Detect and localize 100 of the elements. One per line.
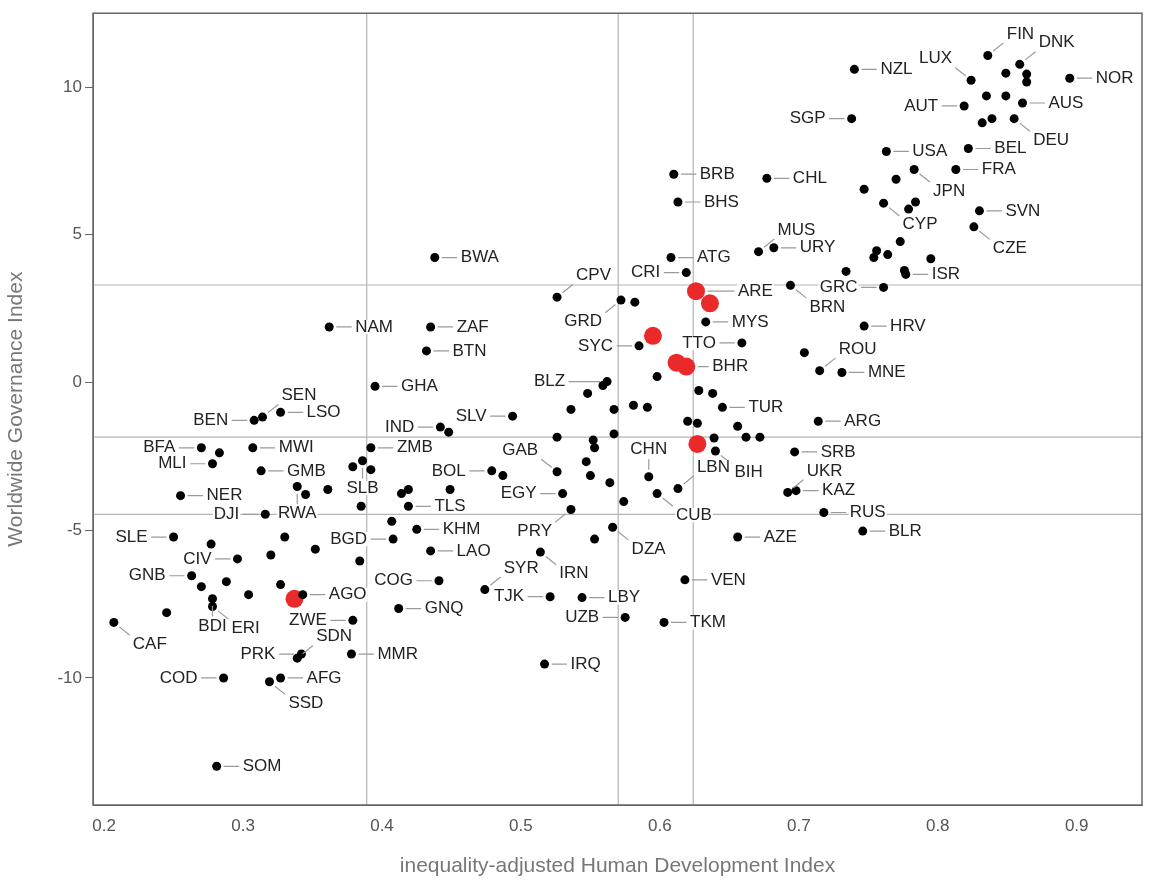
x-tick-label: 0.6 — [648, 815, 672, 835]
annotation: ARG — [844, 410, 882, 430]
annotation: CIV — [183, 548, 213, 568]
annotation: FIN — [1006, 23, 1035, 43]
annotation: KAZ — [822, 480, 856, 500]
annotation: DEU — [1033, 129, 1070, 149]
annotation: BWA — [460, 247, 500, 267]
annotation: ISR — [931, 264, 961, 284]
annotation: PRK — [240, 643, 277, 663]
annotation: DJI — [213, 503, 240, 523]
annotation: COD — [159, 667, 198, 687]
annotation: SYC — [578, 335, 614, 355]
annotation: JPN — [933, 180, 966, 200]
annotation: AZE — [763, 526, 797, 546]
annotation: TLS — [434, 495, 466, 515]
annotation: ATG — [696, 247, 731, 267]
y-tick-label: -10 — [57, 667, 82, 687]
point — [700, 294, 719, 313]
annotation: IRN — [559, 563, 589, 583]
annotation: DNK — [1038, 32, 1076, 52]
annotation: AFG — [306, 667, 342, 687]
point — [688, 434, 707, 453]
y-tick-label: 5 — [72, 224, 82, 244]
annotation: CHL — [792, 168, 827, 188]
annotation: GRC — [819, 277, 858, 297]
annotation: SGP — [789, 108, 826, 128]
annotation: SOM — [242, 755, 282, 775]
annotation: BDI — [198, 615, 227, 635]
y-tick-label: 10 — [63, 76, 82, 96]
annotation: MMR — [377, 643, 419, 663]
y-tick-label: 0 — [72, 372, 82, 392]
annotation: LUX — [919, 48, 953, 68]
annotation: BOL — [431, 460, 466, 480]
annotation: BIH — [734, 462, 763, 482]
annotation: UZB — [565, 607, 600, 627]
point — [643, 326, 662, 345]
annotation: DZA — [631, 538, 667, 558]
annotation: MNE — [867, 362, 906, 382]
point — [687, 282, 705, 301]
annotation: NAM — [355, 316, 393, 336]
annotation: BLZ — [533, 371, 566, 391]
annotation: CAF — [132, 633, 167, 653]
annotation: BHS — [703, 191, 739, 211]
annotation: NOR — [1095, 67, 1134, 87]
annotation: BRB — [699, 163, 735, 183]
annotation: NER — [206, 485, 243, 505]
x-tick-label: 0.5 — [509, 815, 533, 835]
y-tick-label: -5 — [66, 519, 82, 539]
annotation: BLR — [888, 520, 922, 540]
annotation: PRY — [517, 520, 552, 540]
annotation: SSD — [288, 693, 324, 713]
annotation: GHA — [401, 376, 439, 396]
annotation: BRN — [809, 296, 846, 316]
annotation: AGO — [328, 584, 367, 604]
x-tick-label: 0.9 — [1064, 815, 1089, 835]
annotation: SLB — [346, 477, 379, 497]
annotation: SLE — [115, 526, 148, 546]
annotation: GAB — [502, 439, 539, 459]
point — [677, 357, 696, 376]
annotation: ZAF — [456, 316, 489, 336]
annotation: BGD — [330, 528, 368, 548]
annotation: ARE — [737, 280, 773, 300]
annotation: URY — [799, 237, 836, 257]
annotation: RUS — [849, 502, 886, 522]
annotation: GMB — [287, 460, 326, 480]
annotation: CRI — [631, 262, 661, 282]
annotation: ROU — [838, 338, 877, 358]
annotation: RWA — [277, 503, 318, 523]
annotation: COG — [374, 570, 413, 590]
annotation: LAO — [456, 540, 491, 560]
annotation: IRQ — [570, 653, 601, 673]
annotation: BHR — [712, 356, 749, 376]
annotation: LSO — [306, 402, 341, 422]
annotation: BEN — [193, 410, 229, 430]
x-axis-title: inequality-adjusted Human Development Index — [399, 853, 836, 877]
annotation: TTO — [682, 332, 716, 352]
annotation: SLV — [455, 405, 488, 425]
annotation: HRV — [890, 315, 927, 335]
annotation: SYR — [503, 557, 539, 577]
annotation: BTN — [452, 340, 487, 360]
annotation: TKM — [690, 612, 726, 632]
annotation: CUB — [676, 504, 712, 524]
annotation: SEN — [281, 385, 317, 405]
annotation: MYS — [731, 311, 769, 331]
annotation: TJK — [493, 586, 525, 606]
annotation: GNQ — [424, 598, 464, 618]
annotation: SRB — [820, 441, 856, 461]
annotation: BEL — [994, 138, 1027, 158]
annotation: EGY — [500, 483, 537, 503]
annotation: IND — [385, 416, 415, 436]
annotation: CYP — [902, 214, 938, 234]
annotation: GRD — [564, 311, 603, 331]
x-tick-label: 0.4 — [370, 815, 394, 835]
annotation: TUR — [748, 397, 784, 417]
annotation: ZMB — [396, 437, 433, 457]
x-tick-label: 0.8 — [925, 815, 950, 835]
annotation: LBN — [696, 456, 730, 476]
annotation: MUS — [777, 219, 816, 239]
annotation: KHM — [442, 519, 481, 539]
annotation: FRA — [981, 159, 1017, 179]
